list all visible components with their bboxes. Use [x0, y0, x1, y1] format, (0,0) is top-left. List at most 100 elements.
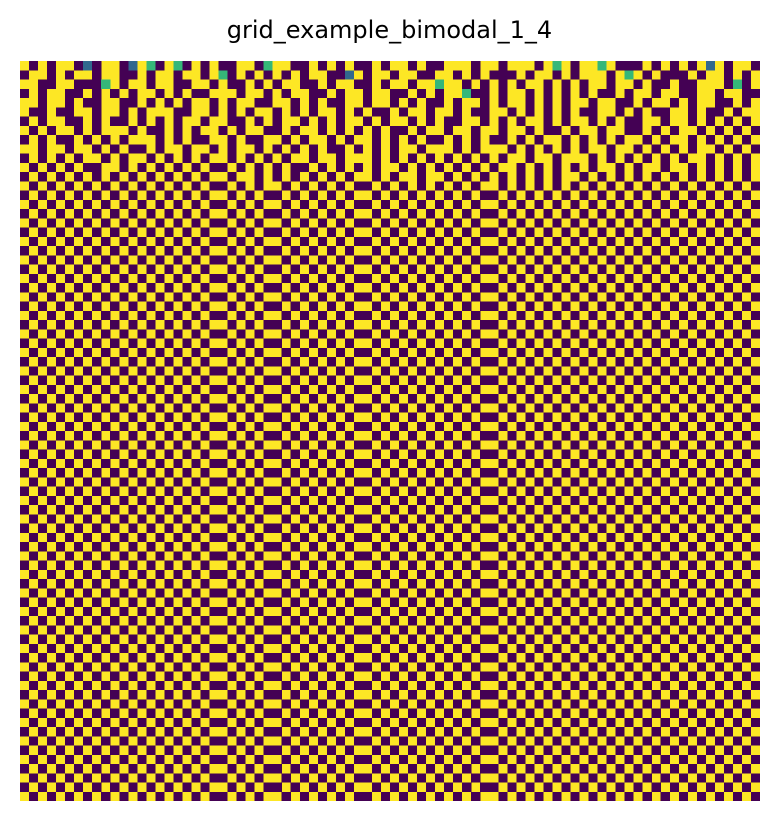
heatmap-cell: [191, 403, 201, 413]
heatmap-cell: [399, 421, 409, 432]
heatmap-cell: [191, 791, 201, 801]
heatmap-cell: [38, 560, 48, 570]
heatmap-cell: [462, 782, 472, 792]
heatmap-cell: [272, 125, 282, 136]
heatmap-cell: [281, 384, 291, 395]
heatmap-cell: [444, 431, 454, 441]
heatmap-cell: [606, 699, 616, 709]
heatmap-cell: [182, 708, 192, 718]
heatmap-cell: [227, 61, 237, 71]
heatmap-cell: [317, 88, 327, 99]
heatmap-cell: [507, 144, 517, 154]
heatmap-cell: [570, 588, 580, 598]
heatmap-cell: [47, 292, 57, 302]
heatmap-cell: [660, 292, 670, 302]
heatmap-cell: [480, 468, 490, 478]
heatmap-cell: [723, 449, 733, 459]
heatmap-cell: [732, 551, 743, 561]
heatmap-cell: [353, 310, 363, 321]
heatmap-cell: [507, 542, 517, 552]
heatmap-cell: [678, 458, 688, 469]
heatmap-cell: [426, 653, 436, 663]
heatmap-cell: [498, 199, 508, 210]
heatmap-cell: [155, 551, 165, 561]
heatmap-cell: [579, 449, 589, 459]
heatmap-cell: [227, 135, 237, 145]
heatmap-cell: [633, 690, 643, 700]
heatmap-cell: [471, 135, 481, 145]
heatmap-cell: [236, 736, 246, 746]
heatmap-cell: [570, 162, 580, 173]
heatmap-cell: [507, 301, 517, 311]
heatmap-cell: [696, 514, 706, 524]
heatmap-cell: [299, 773, 309, 783]
heatmap-cell: [92, 320, 102, 330]
heatmap-cell: [182, 190, 192, 200]
heatmap-cell: [408, 357, 418, 367]
heatmap-cell: [678, 625, 688, 635]
heatmap-cell: [101, 754, 111, 765]
heatmap-cell: [507, 653, 517, 663]
heatmap-cell: [390, 690, 400, 700]
heatmap-cell: [678, 181, 688, 191]
heatmap-cell: [480, 505, 490, 515]
heatmap-cell: [92, 523, 102, 533]
heatmap-cell: [624, 273, 634, 284]
heatmap-cell: [651, 560, 661, 570]
heatmap-cell: [155, 458, 165, 469]
heatmap-cell: [498, 88, 508, 99]
heatmap-cell: [281, 292, 291, 302]
heatmap-cell: [444, 394, 454, 404]
heatmap-cell: [714, 514, 724, 524]
heatmap-cell: [561, 320, 571, 330]
heatmap-cell: [390, 264, 400, 274]
heatmap-cell: [38, 135, 48, 145]
heatmap-cell: [56, 579, 66, 589]
heatmap-cell: [362, 79, 373, 89]
heatmap-cell: [236, 514, 246, 524]
heatmap-cell: [209, 440, 219, 450]
heatmap-cell: [732, 107, 743, 117]
heatmap-cell: [669, 431, 679, 441]
heatmap-cell: [669, 727, 679, 737]
heatmap-cell: [182, 227, 192, 237]
heatmap-cell: [308, 745, 318, 755]
heatmap-cell: [299, 662, 309, 672]
heatmap-cell: [254, 347, 264, 358]
heatmap-cell: [137, 662, 147, 672]
heatmap-cell: [534, 717, 544, 728]
heatmap-cell: [317, 717, 327, 728]
heatmap-cell: [209, 514, 219, 524]
heatmap-cell: [47, 79, 57, 89]
heatmap-cell: [335, 458, 345, 469]
heatmap-cell: [426, 579, 436, 589]
heatmap-cell: [362, 662, 373, 672]
heatmap-cell: [453, 514, 463, 524]
heatmap-cell: [723, 671, 733, 681]
heatmap-cell: [65, 236, 75, 247]
heatmap-cell: [705, 431, 715, 441]
heatmap-cell: [426, 61, 436, 71]
heatmap-cell: [606, 421, 616, 432]
heatmap-cell: [335, 643, 345, 654]
heatmap-cell: [444, 486, 454, 496]
heatmap-cell: [462, 301, 472, 311]
heatmap-cell: [38, 486, 48, 496]
heatmap-cell: [20, 431, 30, 441]
heatmap-cell: [669, 745, 679, 755]
heatmap-cell: [741, 301, 752, 311]
heatmap-cell: [281, 699, 291, 709]
heatmap-cell: [642, 292, 652, 302]
heatmap-cell: [128, 264, 138, 274]
heatmap-cell: [335, 680, 345, 691]
heatmap-cell: [408, 671, 418, 681]
heatmap-cell: [308, 431, 318, 441]
heatmap-cell: [579, 283, 589, 293]
heatmap-cell: [597, 172, 607, 182]
heatmap-cell: [516, 680, 526, 691]
heatmap-cell: [732, 366, 743, 376]
heatmap-cell: [299, 199, 309, 210]
heatmap-cell: [714, 236, 724, 247]
heatmap-cell: [390, 144, 400, 154]
heatmap-cell: [624, 662, 634, 672]
